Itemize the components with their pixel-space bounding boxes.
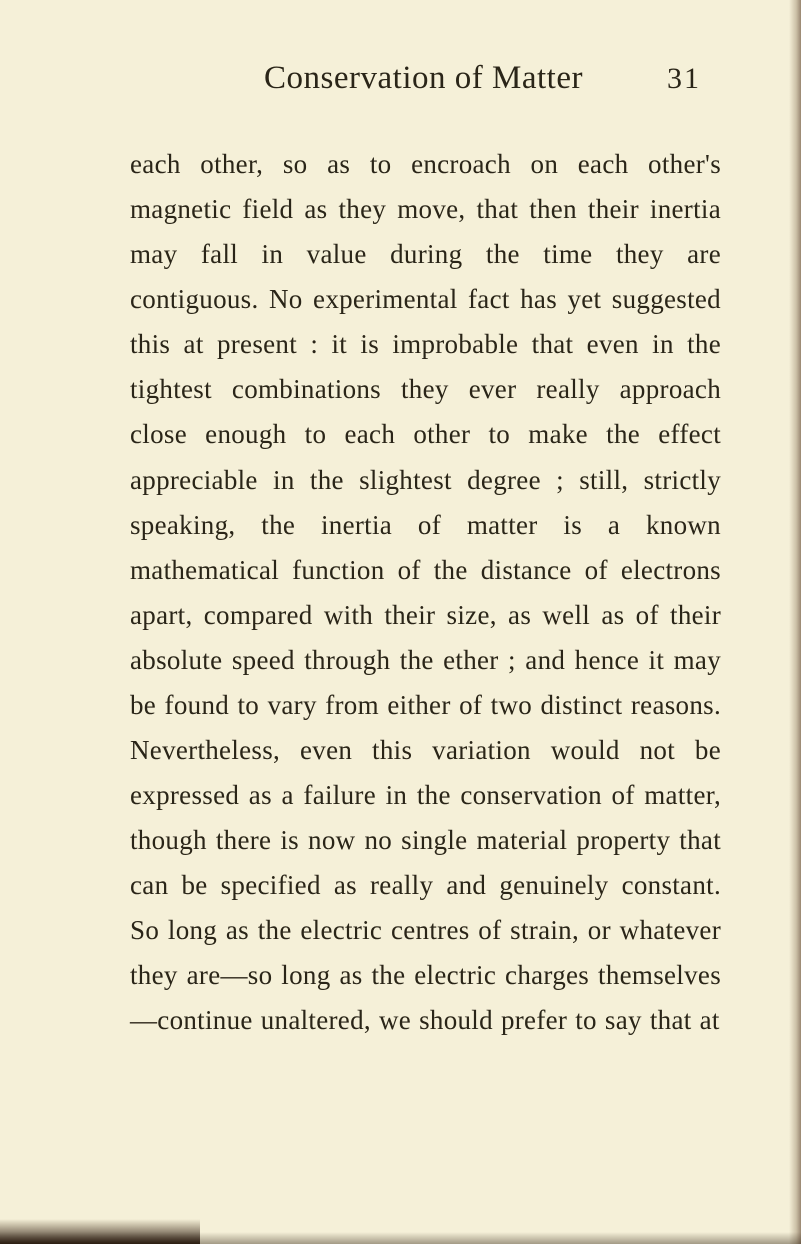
page-header: Conservation of Matter 31 xyxy=(130,60,721,97)
bottom-left-dark-edge xyxy=(0,1219,200,1244)
page-number: 31 xyxy=(667,62,701,96)
right-page-edge-shadow xyxy=(789,0,801,1244)
body-paragraph: each other, so as to encroach on each ot… xyxy=(130,142,721,1044)
book-page: Conservation of Matter 31 each other, so… xyxy=(0,0,801,1244)
running-header-title: Conservation of Matter xyxy=(130,60,667,97)
